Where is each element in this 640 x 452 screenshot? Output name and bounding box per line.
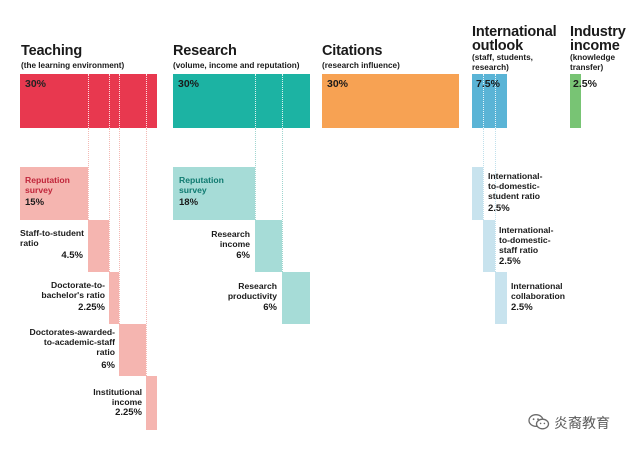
international-sub-student <box>472 167 483 220</box>
teaching-sub-reputation <box>20 167 88 220</box>
international-subtitle: (staff, students, research) <box>472 53 533 72</box>
teaching-sub-reputation-label: Reputation survey <box>25 175 70 195</box>
teaching-bar-label: 30% <box>25 78 47 90</box>
industry-title: Industry income <box>570 24 626 54</box>
research-sub-reputation-label: Reputation survey <box>179 175 224 195</box>
international-sub-collaboration-label: International collaboration <box>511 281 565 301</box>
teaching-sub-reputation-value: 15% <box>25 197 45 208</box>
research-bar <box>173 74 310 128</box>
citations-title: Citations <box>322 43 383 59</box>
citations-subtitle: (research influence) <box>322 61 400 70</box>
international-sub-staff-value: 2.5% <box>499 256 521 267</box>
teaching-bar <box>20 74 157 128</box>
research-bar-label: 30% <box>178 78 200 90</box>
industry-bar <box>570 74 581 128</box>
research-sub-productivity-label: Research productivity <box>227 281 277 301</box>
teaching-sub-staff <box>88 220 109 272</box>
industry-bar-label: 2.5% <box>573 78 597 90</box>
teaching-sub-doctorates-awarded <box>119 324 146 376</box>
teaching-sub-doctorate-bachelor-label: Doctorate-to- bachelor's ratio <box>41 280 105 300</box>
international-bar-label: 7.5% <box>476 78 500 90</box>
teaching-sub-institutional-value: 2.25% <box>115 407 142 418</box>
research-sub-reputation <box>173 167 255 220</box>
international-sub-student-label: International- to-domestic- student rati… <box>488 171 543 201</box>
teaching-sub-staff-label: Staff-to-student ratio <box>20 228 84 248</box>
international-sub-collaboration-value: 2.5% <box>511 302 533 313</box>
research-title: Research <box>173 43 237 59</box>
research-sub-reputation-value: 18% <box>179 197 199 208</box>
citations-bar-label: 30% <box>327 78 349 90</box>
teaching-sub-staff-value: 4.5% <box>61 250 83 261</box>
international-sub-staff-label: International- to-domestic- staff ratio <box>499 225 554 255</box>
teaching-sub-doctorates-awarded-value: 6% <box>101 360 115 371</box>
teaching-title: Teaching <box>21 43 82 59</box>
international-title: International outlook <box>472 24 557 54</box>
research-subtitle: (volume, income and reputation) <box>173 61 300 70</box>
research-sub-income-label: Research income <box>211 229 250 249</box>
teaching-sub-doctorate-bachelor-value: 2.25% <box>78 302 105 313</box>
research-sub-productivity-value: 6% <box>263 302 277 313</box>
citations-bar <box>322 74 459 128</box>
research-sub-income-value: 6% <box>236 250 250 261</box>
research-sub-productivity <box>282 272 310 324</box>
international-sub-collaboration <box>495 272 507 324</box>
wechat-icon <box>528 413 550 436</box>
teaching-sub-doctorate-bachelor <box>109 272 119 324</box>
international-bar <box>472 74 507 128</box>
teaching-sub-doctorates-awarded-label: Doctorates-awarded- to-academic-staff ra… <box>29 327 115 357</box>
teaching-subtitle: (the learning environment) <box>21 61 125 70</box>
teaching-sub-institutional <box>146 376 157 430</box>
international-sub-student-value: 2.5% <box>488 203 510 214</box>
international-sub-staff <box>483 220 495 272</box>
research-sub-income <box>255 220 282 272</box>
industry-subtitle: (knowledge transfer) <box>570 53 616 72</box>
watermark-text: 炎裔教育 <box>554 415 610 431</box>
teaching-sub-institutional-label: Institutional income <box>93 387 142 407</box>
